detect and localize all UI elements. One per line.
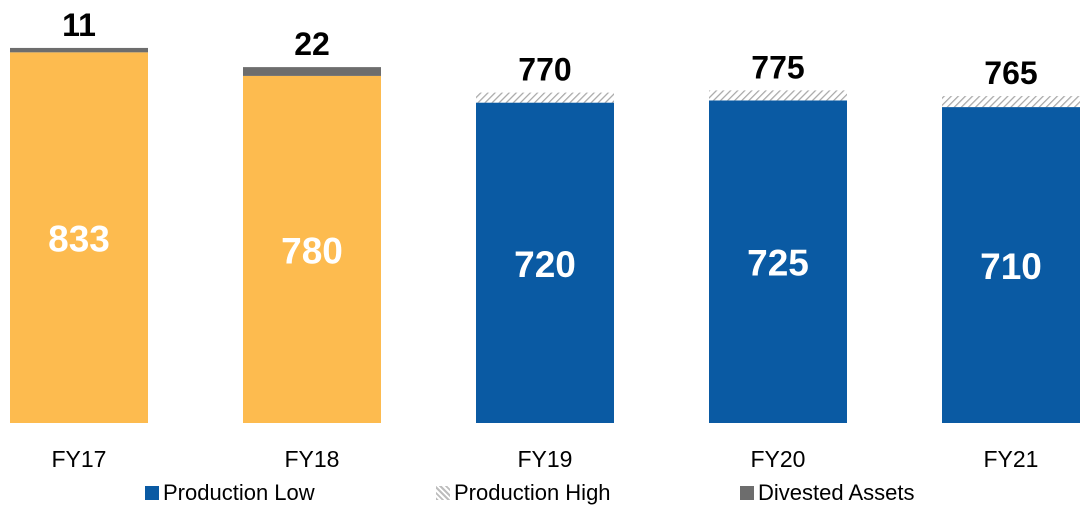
bar-inside-label-fy21: 710 xyxy=(980,246,1042,287)
bar-historical-fy17 xyxy=(10,52,148,423)
legend-item-production-high: Production High xyxy=(436,480,611,506)
x-tick-label-fy21: FY21 xyxy=(984,446,1039,472)
legend-swatch-production-low xyxy=(145,486,159,500)
legend-label-divested-assets: Divested Assets xyxy=(758,480,915,505)
bar-top-label-fy17: 11 xyxy=(62,7,96,43)
legend-item-divested-assets: Divested Assets xyxy=(740,480,915,506)
legend-swatch-production-high xyxy=(436,486,450,500)
bar-top-label-fy19: 770 xyxy=(518,52,571,88)
bar-production-high-fy20 xyxy=(709,90,847,101)
legend-item-production-low: Production Low xyxy=(145,480,315,506)
bar-top-label-fy21: 765 xyxy=(984,55,1037,91)
x-tick-label-fy18: FY18 xyxy=(285,446,340,472)
bar-top-label-fy20: 775 xyxy=(751,49,804,85)
bar-production-high-fy21 xyxy=(942,96,1080,108)
bar-chart-plot: 833 11 FY17 780 22 FY18 720 770 FY19 725 775 FY20 71… xyxy=(10,7,1080,472)
bar-inside-label-fy17: 833 xyxy=(48,219,110,260)
bar-historical-fy18 xyxy=(243,75,381,423)
bar-production-low-fy20 xyxy=(709,100,847,423)
x-tick-label-fy17: FY17 xyxy=(52,446,107,472)
bar-inside-label-fy19: 720 xyxy=(514,244,576,285)
x-tick-label-fy20: FY20 xyxy=(751,446,806,472)
legend: Production Low Production High Divested … xyxy=(0,480,1082,516)
bar-production-high-fy19 xyxy=(476,92,614,103)
bar-inside-label-fy20: 725 xyxy=(747,243,809,284)
bar-production-low-fy19 xyxy=(476,102,614,423)
bar-divested-assets-fy18 xyxy=(243,67,381,76)
bar-top-label-fy18: 22 xyxy=(294,26,330,62)
bar-inside-label-fy18: 780 xyxy=(281,230,343,271)
bar-divested-assets-fy17 xyxy=(10,47,148,53)
bar-production-low-fy21 xyxy=(942,107,1080,423)
legend-label-production-high: Production High xyxy=(454,480,611,505)
legend-swatch-divested-assets xyxy=(740,486,754,500)
x-tick-label-fy19: FY19 xyxy=(518,446,573,472)
legend-label-production-low: Production Low xyxy=(163,480,315,505)
